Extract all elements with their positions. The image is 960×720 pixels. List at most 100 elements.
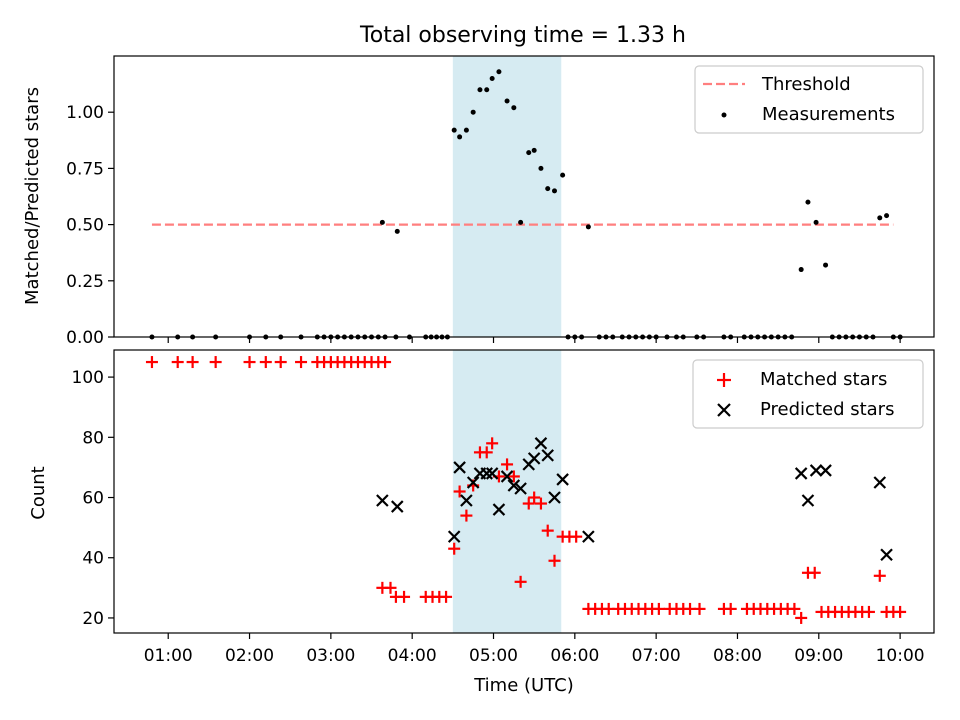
predicted-star-point [453,461,466,474]
matched-star-point [693,602,706,615]
predicted-star-point [507,479,521,492]
top-y-tick-label: 1.00 [66,103,104,123]
x-tick-label: 09:00 [794,646,843,666]
measurement-point [496,69,502,75]
top-legend: Threshold Measurements [694,65,924,134]
top-y-tick-label: 0.25 [66,272,104,292]
matched-star-point [259,356,272,369]
x-tick-label: 07:00 [632,646,681,666]
matched-star-point [186,356,199,369]
matched-star-point [894,605,907,618]
matched-star-point [453,485,466,498]
bottom-shaded-region [452,350,562,633]
x-tick-label: 01:00 [144,646,193,666]
matched-star-point [541,524,554,537]
threshold-legend-label: Threshold [761,74,851,95]
x-tick-label: 08:00 [713,646,762,666]
bottom-legend: Matched stars Predicted stars [692,359,924,429]
matched-star-point [440,590,453,603]
predicted-star-point [390,500,404,513]
measurement-point [511,105,517,111]
predicted-star-point [492,503,506,516]
top-y-tick-label: 0.50 [66,216,104,236]
predicted-star-point [466,476,480,489]
bottom-y-ticks: 20 40 60 80 100 [72,368,114,629]
matched-star-point [501,458,514,471]
measurement-point [504,98,510,104]
predicted-stars-legend-swatch [717,403,731,417]
measurement-point [470,109,476,115]
predicted-star-point [582,530,595,543]
predicted-star-point [809,464,823,477]
matched-star-point [507,470,520,483]
matched-star-point [862,605,875,618]
bottom-y-tick-label: 80 [82,428,104,448]
matched-star-point [384,581,397,594]
matched-star-point [243,356,256,369]
count-points [145,356,907,624]
top-y-tick-label: 0.00 [66,328,104,348]
x-tick-label: 04:00 [388,646,437,666]
predicted-star-point [880,548,893,562]
measurement-point [545,186,551,192]
measurement-point [813,219,819,225]
measurement-point [560,172,566,178]
matched-star-point [522,497,535,510]
matched-star-point [808,566,821,579]
bottom-y-tick-label: 100 [72,368,104,388]
measurement-point [585,224,591,230]
measurement-point [538,165,544,171]
predicted-star-point [527,452,541,465]
x-tick-label: 10:00 [876,646,925,666]
bottom-y-tick-label: 60 [82,489,104,509]
top-legend-box [694,65,924,134]
matched-stars-legend-label: Matched stars [760,369,887,390]
measurement-point [823,262,829,268]
matched-stars-legend-swatch [717,373,731,387]
matched-star-point [534,497,547,510]
measurement-point [463,127,469,133]
x-tick-label: 06:00 [550,646,599,666]
measurements-legend-swatch [721,112,727,118]
predicted-star-point [534,437,548,450]
matched-star-point [145,356,158,369]
predicted-star-point [819,464,832,477]
matched-star-point [548,554,561,567]
top-y-axis-label: Matched/Predicted stars [22,87,43,305]
predicted-star-point [485,467,499,480]
predicted-stars-legend-label: Predicted stars [760,399,894,420]
measurement-point [526,150,532,156]
matched-star-point [514,575,527,588]
top-plot-frame [113,55,935,338]
matched-star-point [528,491,541,504]
bottom-y-tick-label: 20 [82,609,104,629]
matched-star-point [460,509,473,522]
matched-star-point [295,356,308,369]
predicted-star-point [541,449,554,462]
matched-star-point [171,356,184,369]
x-tick-label: 05:00 [469,646,518,666]
measurement-point [379,219,385,225]
measurement-point [457,134,463,140]
bottom-plot-frame [113,349,935,634]
matched-star-point [873,569,886,582]
measurement-point [484,87,490,93]
bottom-y-axis-label: Count [28,466,49,519]
measurement-point [394,228,400,234]
predicted-star-point [794,467,808,480]
matched-star-point [480,446,493,459]
predicted-star-point [556,473,569,486]
measurement-point [805,199,811,205]
x-tick-label: 03:00 [306,646,355,666]
predicted-star-point [548,491,561,504]
predicted-star-point [460,494,473,507]
measurement-point [551,188,557,194]
predicted-star-point [514,482,527,495]
predicted-star-point [447,530,461,543]
predicted-star-point [480,467,494,480]
bottom-legend-box [692,359,924,429]
matched-star-point [379,356,392,369]
measurement-point [884,213,890,219]
matched-star-point [788,602,801,615]
